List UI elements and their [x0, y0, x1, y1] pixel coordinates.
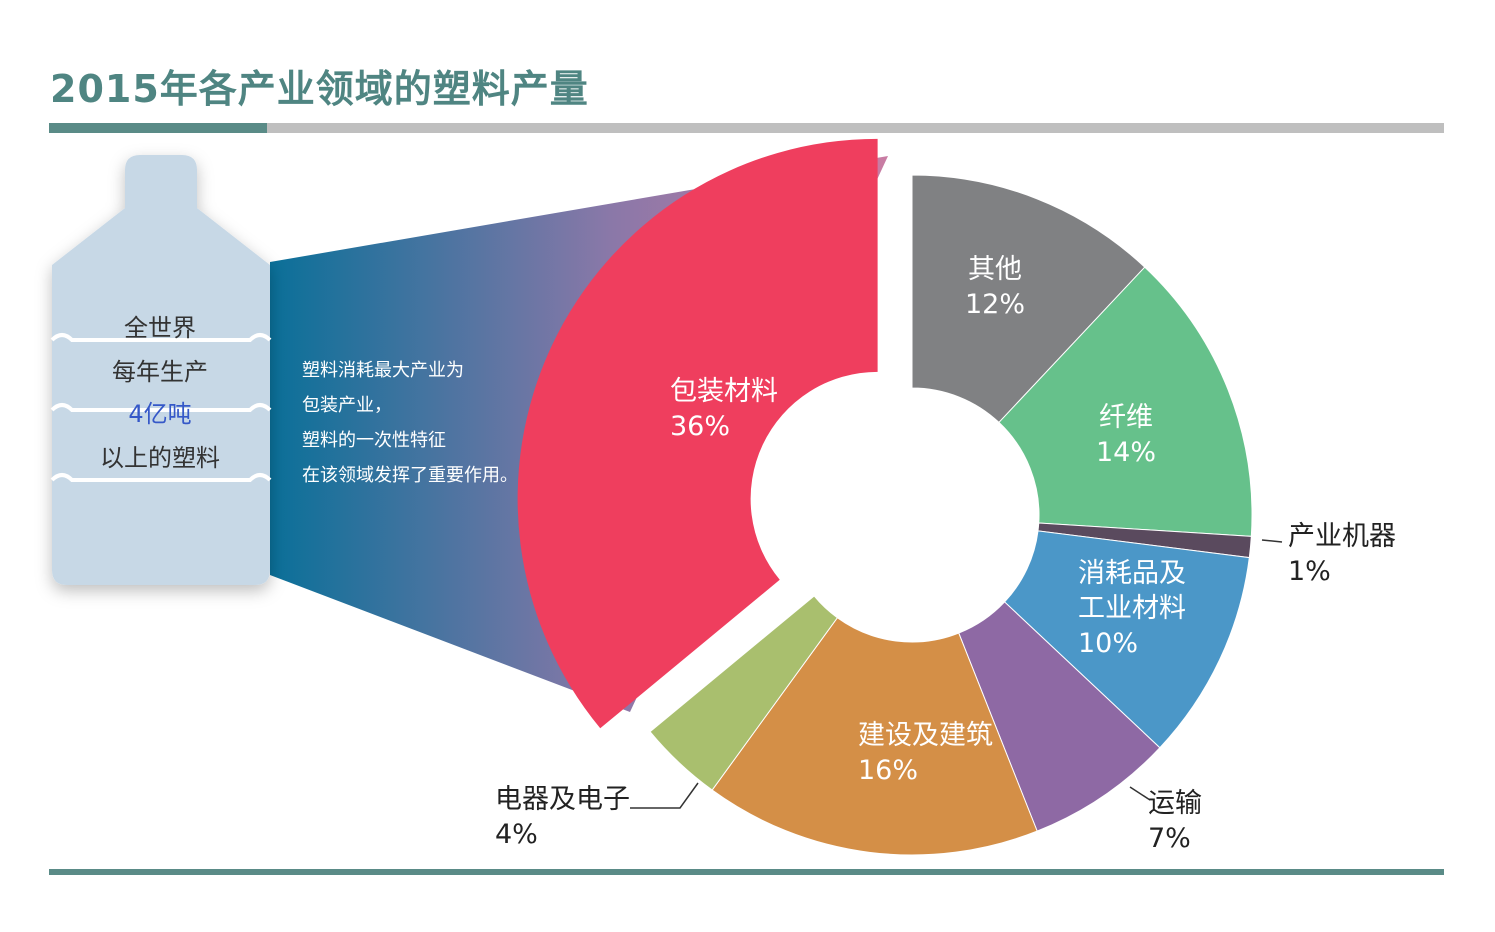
description-line-3: 塑料的一次性特征: [302, 430, 446, 451]
slice-exploded: [517, 138, 878, 729]
slice-label: 消耗品及工业材料 10%: [1078, 558, 1186, 659]
page-title: 2015年各产业领域的塑料产量: [50, 67, 589, 111]
bottle-ribs: [50, 333, 272, 482]
chart-slices: [517, 138, 1253, 856]
bottom-rule: [49, 869, 1444, 875]
title-rule: [267, 123, 1444, 133]
slice-label: 纤维 14%: [1096, 402, 1156, 468]
bottle-line-2: 每年生产: [112, 358, 208, 386]
slice-2: [998, 266, 1253, 537]
slice-label: 建设及建筑 16%: [858, 720, 993, 786]
slice-4: [1003, 530, 1250, 749]
description-line-2: 包装产业，: [302, 395, 392, 416]
bottle-highlight: 4亿吨: [128, 400, 192, 428]
slice-label: 电器及电子 4%: [495, 784, 630, 850]
bottle-line-1: 全世界: [124, 314, 196, 342]
description-line-4: 在该领域发挥了重要作用。: [302, 465, 518, 486]
leader-line: [630, 782, 699, 809]
slice-labels: 包装材料 36% 其他 12% 纤维 14% 产业机器 1% 消耗品及工业材料 10% 运输 7% 建设…: [495, 254, 1396, 854]
description-line-1: 塑料消耗最大产业为: [302, 360, 464, 381]
bottle-icon: [52, 155, 270, 585]
title-rule-accent: [49, 123, 267, 133]
leader-line: [1129, 786, 1151, 801]
slice-label: 其他 12%: [965, 254, 1025, 320]
leader-lines: [630, 539, 1283, 809]
slice-6: [711, 617, 1038, 856]
slice-1: [911, 174, 1146, 424]
leader-line: [1261, 539, 1283, 543]
bottle-line-4: 以上的塑料: [100, 444, 220, 472]
slice-label: 包装材料 36%: [670, 376, 778, 442]
slice-label: 产业机器 1%: [1288, 521, 1396, 587]
slice-label: 运输 7%: [1148, 788, 1202, 854]
slice-7: [649, 595, 839, 791]
